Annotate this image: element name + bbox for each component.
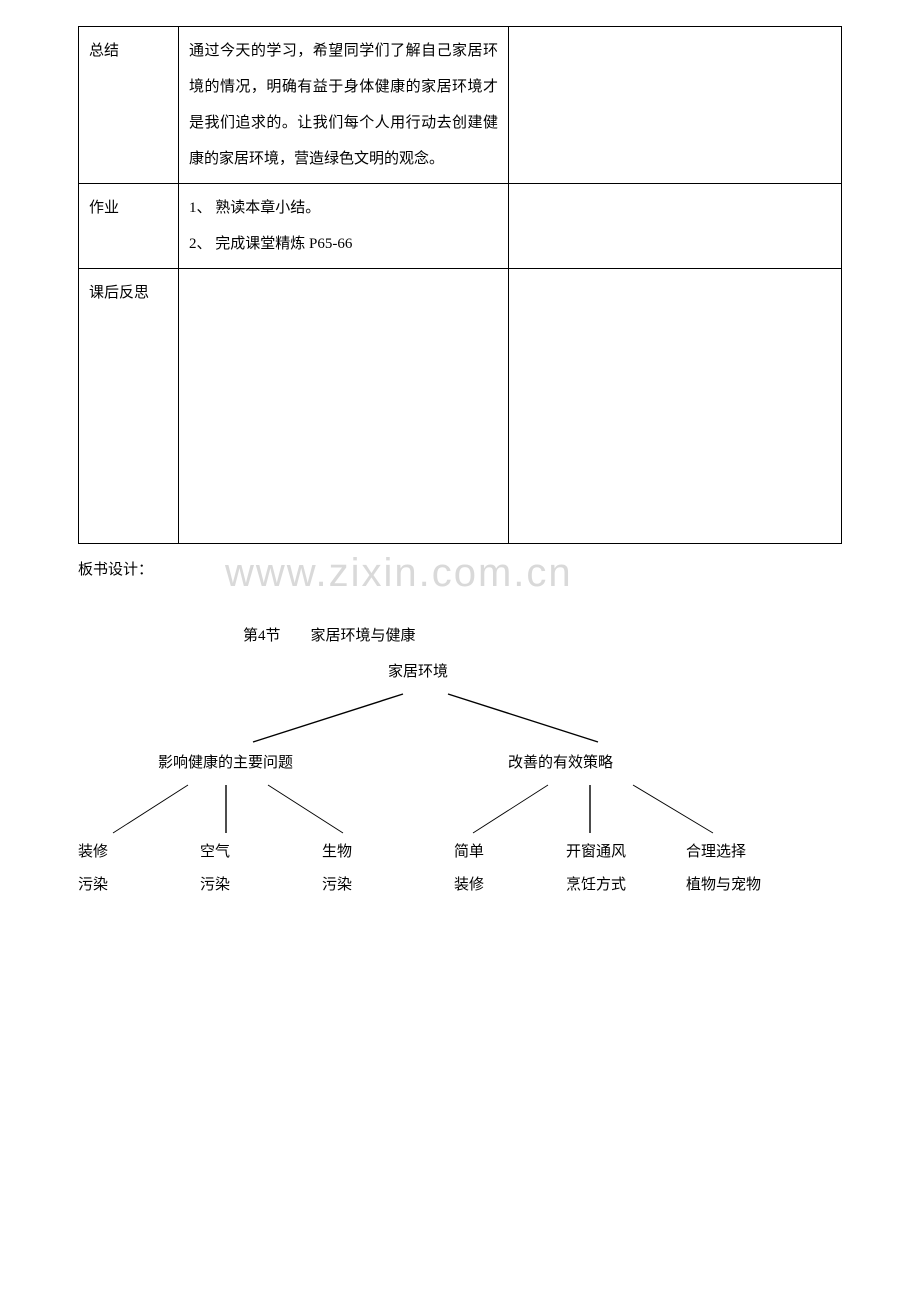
leaf-line2: 装修 bbox=[454, 869, 566, 902]
table-row: 课后反思 bbox=[79, 269, 842, 544]
branch-left-label: 影响健康的主要问题 bbox=[158, 745, 438, 781]
row-extra bbox=[509, 269, 842, 544]
summary-text: 通过今天的学习，希望同学们了解自己家居环境的情况，明确有益于身体健康的家居环境才… bbox=[189, 33, 498, 177]
leaf-line2: 污染 bbox=[322, 869, 454, 902]
diagram-lines-bottom bbox=[78, 781, 838, 836]
diagram-branch-row: 影响健康的主要问题 改善的有效策略 bbox=[78, 745, 842, 781]
diagram-leaves: 装修 污染 空气 污染 生物 污染 简单 装修 开窗通风 烹饪方式 合理选择 植… bbox=[78, 836, 842, 902]
leaf-item: 开窗通风 烹饪方式 bbox=[566, 836, 686, 902]
diagram-title: 第4节 家居环境与健康 bbox=[243, 618, 842, 654]
leaf-line1: 合理选择 bbox=[686, 836, 816, 869]
branch-right-label: 改善的有效策略 bbox=[508, 745, 613, 781]
leaf-line2: 烹饪方式 bbox=[566, 869, 686, 902]
leaf-line1: 开窗通风 bbox=[566, 836, 686, 869]
homework-item-1: 1、 熟读本章小结。 bbox=[189, 190, 498, 226]
row-content bbox=[179, 269, 509, 544]
table-row: 总结 通过今天的学习，希望同学们了解自己家居环境的情况，明确有益于身体健康的家居… bbox=[79, 27, 842, 184]
board-design-label: 板书设计： bbox=[78, 552, 842, 588]
board-diagram: 第4节 家居环境与健康 家居环境 影响健康的主要问题 改善的有效策略 装修 污染… bbox=[78, 618, 842, 902]
homework-item-2: 2、 完成课堂精炼 P65-66 bbox=[189, 226, 498, 262]
row-label: 总结 bbox=[79, 27, 179, 184]
leaf-line2: 植物与宠物 bbox=[686, 869, 816, 902]
leaf-item: 生物 污染 bbox=[322, 836, 454, 902]
leaf-item: 简单 装修 bbox=[454, 836, 566, 902]
leaf-line1: 生物 bbox=[322, 836, 454, 869]
row-label: 课后反思 bbox=[79, 269, 179, 544]
leaf-line2: 污染 bbox=[78, 869, 200, 902]
leaf-item: 合理选择 植物与宠物 bbox=[686, 836, 816, 902]
row-extra bbox=[509, 27, 842, 184]
row-content: 1、 熟读本章小结。 2、 完成课堂精炼 P65-66 bbox=[179, 184, 509, 269]
leaf-line2: 污染 bbox=[200, 869, 322, 902]
leaf-item: 空气 污染 bbox=[200, 836, 322, 902]
diagram-lines-top bbox=[78, 690, 838, 745]
row-label: 作业 bbox=[79, 184, 179, 269]
leaf-item: 装修 污染 bbox=[78, 836, 200, 902]
row-content: 通过今天的学习，希望同学们了解自己家居环境的情况，明确有益于身体健康的家居环境才… bbox=[179, 27, 509, 184]
row-extra bbox=[509, 184, 842, 269]
diagram-root: 家居环境 bbox=[388, 654, 842, 690]
leaf-line1: 简单 bbox=[454, 836, 566, 869]
leaf-line1: 空气 bbox=[200, 836, 322, 869]
leaf-line1: 装修 bbox=[78, 836, 200, 869]
lesson-table: 总结 通过今天的学习，希望同学们了解自己家居环境的情况，明确有益于身体健康的家居… bbox=[78, 26, 842, 544]
table-row: 作业 1、 熟读本章小结。 2、 完成课堂精炼 P65-66 bbox=[79, 184, 842, 269]
